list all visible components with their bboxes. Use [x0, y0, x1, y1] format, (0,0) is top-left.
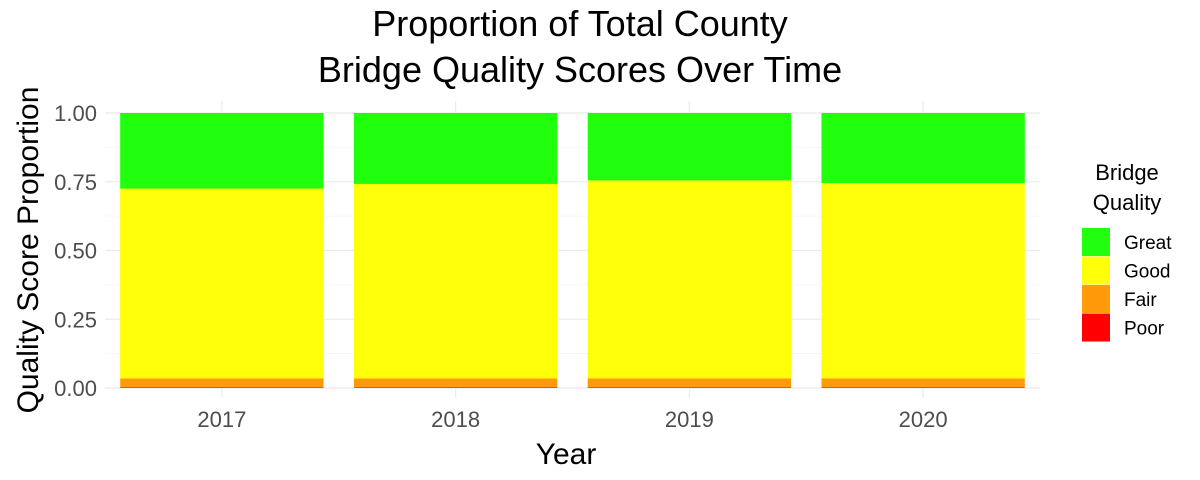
legend-title-line-1: Bridge — [1095, 160, 1159, 185]
legend-key-fair — [1082, 285, 1110, 313]
bar-poor-2017 — [120, 387, 324, 388]
bar-good-2020 — [821, 183, 1025, 379]
y-tick-label: 0.75 — [54, 170, 97, 195]
bar-fair-2018 — [353, 378, 558, 388]
y-axis-ticks: 0.00 0.25 0.50 0.75 1.00 — [54, 101, 97, 401]
legend-items: Great Good Fair Poor — [1082, 228, 1172, 342]
bar-fair-2017 — [120, 378, 324, 388]
x-tick-label: 2018 — [431, 407, 480, 432]
bar-good-2017 — [120, 188, 324, 379]
bar-good-2019 — [587, 180, 792, 379]
legend: Bridge Quality Great Good Fair Poor — [1082, 160, 1172, 342]
legend-key-great — [1082, 228, 1110, 256]
legend-key-poor — [1082, 313, 1110, 342]
x-tick-label: 2019 — [665, 407, 714, 432]
chart-title-line-1: Proportion of Total County — [372, 3, 788, 44]
legend-key-good — [1082, 256, 1110, 285]
y-tick-label: 1.00 — [54, 101, 97, 126]
bar-poor-2020 — [821, 387, 1025, 388]
bar-poor-2018 — [353, 387, 558, 388]
legend-title-line-2: Quality — [1093, 190, 1161, 215]
bar-fair-2020 — [821, 378, 1025, 388]
x-tick-label: 2020 — [899, 407, 948, 432]
legend-label-fair: Fair — [1124, 290, 1157, 311]
legend-label-great: Great — [1124, 233, 1172, 254]
y-tick-label: 0.25 — [54, 307, 97, 332]
x-axis-title: Year — [536, 438, 597, 471]
legend-label-poor: Poor — [1124, 319, 1165, 340]
bar-good-2018 — [353, 183, 558, 379]
x-axis-ticks: 2017 2018 2019 2020 — [197, 407, 947, 432]
y-axis-title: Quality Score Proportion — [12, 87, 45, 414]
bar-fair-2019 — [587, 378, 792, 388]
legend-label-good: Good — [1124, 262, 1170, 283]
bar-great-2019 — [587, 113, 792, 181]
bar-poor-2019 — [587, 387, 792, 388]
bars — [120, 113, 1025, 388]
bar-great-2018 — [353, 113, 558, 184]
y-tick-label: 0.00 — [54, 376, 97, 401]
x-tick-label: 2017 — [197, 407, 246, 432]
chart-title-line-2: Bridge Quality Scores Over Time — [318, 49, 842, 90]
y-tick-label: 0.50 — [54, 239, 97, 264]
bar-great-2020 — [821, 113, 1025, 184]
bar-great-2017 — [120, 113, 324, 189]
